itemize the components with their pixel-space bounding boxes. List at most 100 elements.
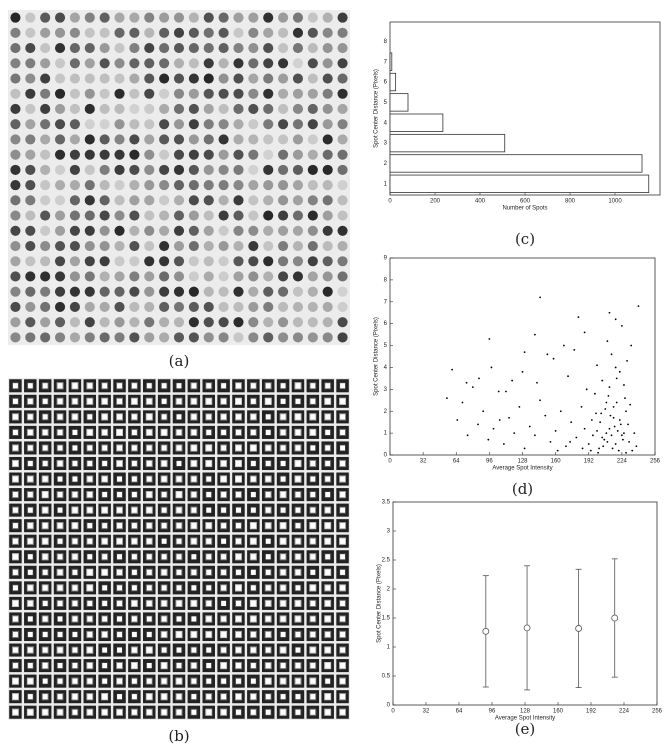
point xyxy=(467,434,469,436)
spot-inner xyxy=(280,445,286,451)
spot xyxy=(129,256,139,266)
spot-inner xyxy=(236,491,242,497)
spot xyxy=(293,332,303,342)
spot xyxy=(293,28,303,38)
point xyxy=(563,345,565,347)
point xyxy=(544,415,546,417)
point xyxy=(606,340,608,342)
spot-inner xyxy=(310,414,316,420)
point xyxy=(623,384,625,386)
point xyxy=(609,428,611,430)
spot-inner xyxy=(340,414,346,420)
point xyxy=(609,386,611,388)
point xyxy=(539,297,541,299)
spot xyxy=(323,104,333,114)
spot xyxy=(114,13,124,23)
spot xyxy=(204,73,214,83)
spot-inner xyxy=(117,507,123,513)
spot-inner xyxy=(131,538,137,544)
spot-inner xyxy=(191,554,197,560)
spot xyxy=(159,241,169,251)
spot-inner xyxy=(146,694,152,700)
spot xyxy=(338,332,348,342)
spot xyxy=(338,226,348,236)
spot xyxy=(204,211,214,221)
spot xyxy=(248,271,258,281)
spot-inner xyxy=(27,523,33,529)
point xyxy=(600,413,602,415)
spot xyxy=(70,73,80,83)
spot xyxy=(25,332,35,342)
spot-inner xyxy=(340,445,346,451)
spot-inner xyxy=(236,631,242,637)
spot xyxy=(144,134,154,144)
spot xyxy=(278,43,288,53)
spot-inner xyxy=(325,631,331,637)
spot xyxy=(10,180,20,190)
spot xyxy=(159,73,169,83)
spot xyxy=(293,104,303,114)
spot-inner xyxy=(236,662,242,668)
spot-inner xyxy=(72,600,78,606)
spot xyxy=(263,332,273,342)
spot xyxy=(189,271,199,281)
spot-inner xyxy=(221,616,227,622)
spot-inner xyxy=(117,709,123,715)
spot-inner xyxy=(57,694,63,700)
spot xyxy=(338,134,348,144)
spot xyxy=(233,150,243,160)
spot xyxy=(10,73,20,83)
spot-inner xyxy=(42,554,48,560)
spot xyxy=(70,165,80,175)
spot-inner xyxy=(176,383,182,389)
spot xyxy=(248,317,258,327)
point xyxy=(539,399,541,401)
point xyxy=(553,358,555,360)
spot-inner xyxy=(117,600,123,606)
spot-inner xyxy=(295,476,301,482)
spot xyxy=(85,180,95,190)
point xyxy=(550,441,552,443)
point xyxy=(629,404,631,406)
y-tick-label: 1.5 xyxy=(382,616,391,622)
spot xyxy=(159,134,169,144)
spot xyxy=(219,28,229,38)
spot xyxy=(70,58,80,68)
spot-inner xyxy=(146,585,152,591)
spot-inner xyxy=(117,569,123,575)
spot-inner xyxy=(27,491,33,497)
spot xyxy=(55,256,65,266)
spot xyxy=(10,226,20,236)
spot-inner xyxy=(57,647,63,653)
spot-inner xyxy=(221,429,227,435)
spot xyxy=(25,134,35,144)
spot-inner xyxy=(57,507,63,513)
x-tick-label: 224 xyxy=(619,709,630,715)
spot xyxy=(55,332,65,342)
spot xyxy=(219,180,229,190)
y-tick-label: 3.5 xyxy=(382,500,391,506)
spot-inner xyxy=(131,523,137,529)
spot xyxy=(85,271,95,281)
spot xyxy=(174,211,184,221)
spot xyxy=(25,271,35,281)
spot xyxy=(55,165,65,175)
spot xyxy=(293,43,303,53)
spot xyxy=(70,226,80,236)
x-tick-label: 256 xyxy=(650,459,661,465)
spot xyxy=(25,241,35,251)
point xyxy=(546,353,548,355)
spot-inner xyxy=(72,383,78,389)
point xyxy=(630,345,632,347)
spot-inner xyxy=(161,569,167,575)
spot-inner xyxy=(295,507,301,513)
spot xyxy=(174,58,184,68)
spot xyxy=(10,287,20,297)
spot-inner xyxy=(295,662,301,668)
spot-inner xyxy=(236,476,242,482)
spot xyxy=(338,58,348,68)
spot xyxy=(70,43,80,53)
spot xyxy=(144,271,154,281)
spot xyxy=(25,180,35,190)
spot xyxy=(189,119,199,129)
